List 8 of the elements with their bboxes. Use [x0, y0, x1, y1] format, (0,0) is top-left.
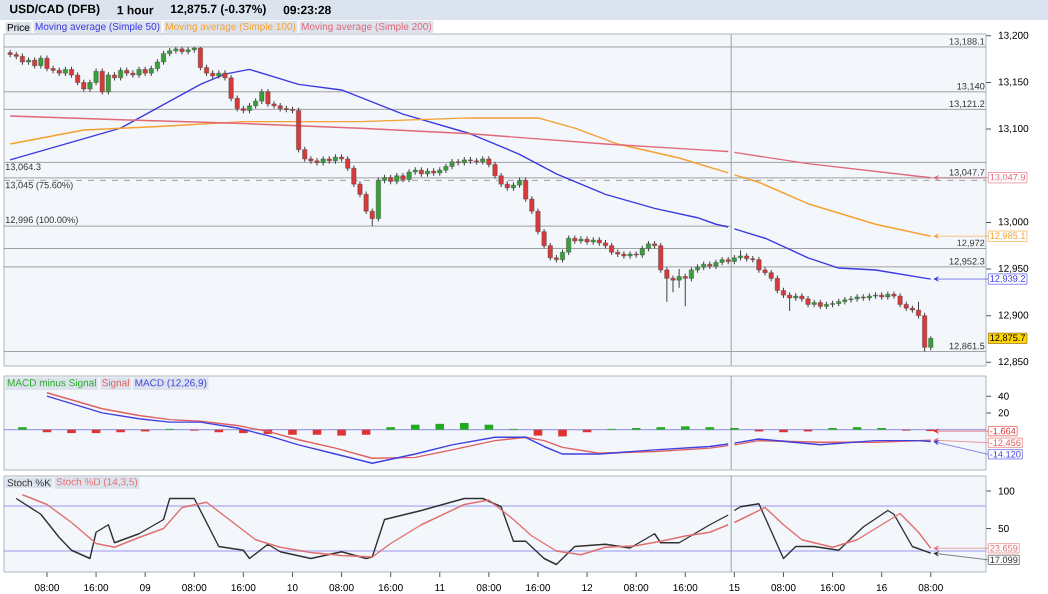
candlestick [682, 273, 688, 307]
candlestick [566, 234, 572, 256]
candlestick [375, 177, 381, 222]
candlestick [99, 68, 105, 96]
candlestick [198, 46, 203, 71]
candlestick [787, 291, 793, 312]
candlestick [173, 46, 179, 55]
candlestick [105, 71, 111, 96]
